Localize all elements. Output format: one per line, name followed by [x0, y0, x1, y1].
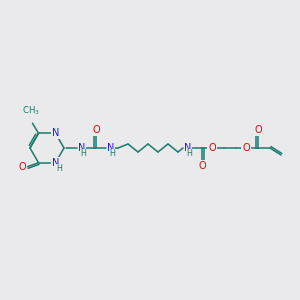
- Text: N: N: [78, 143, 86, 153]
- Text: O: O: [242, 143, 250, 153]
- Text: O: O: [198, 161, 206, 171]
- Text: H: H: [80, 149, 86, 158]
- Text: O: O: [19, 162, 26, 172]
- Text: CH$_3$: CH$_3$: [22, 105, 40, 117]
- Text: O: O: [92, 125, 100, 135]
- Text: H: H: [57, 164, 62, 173]
- Text: H: H: [186, 149, 192, 158]
- Text: N: N: [52, 158, 59, 168]
- Text: N: N: [52, 128, 59, 138]
- Text: N: N: [184, 143, 192, 153]
- Text: O: O: [208, 143, 216, 153]
- Text: O: O: [254, 125, 262, 135]
- Text: H: H: [109, 149, 115, 158]
- Text: N: N: [107, 143, 115, 153]
